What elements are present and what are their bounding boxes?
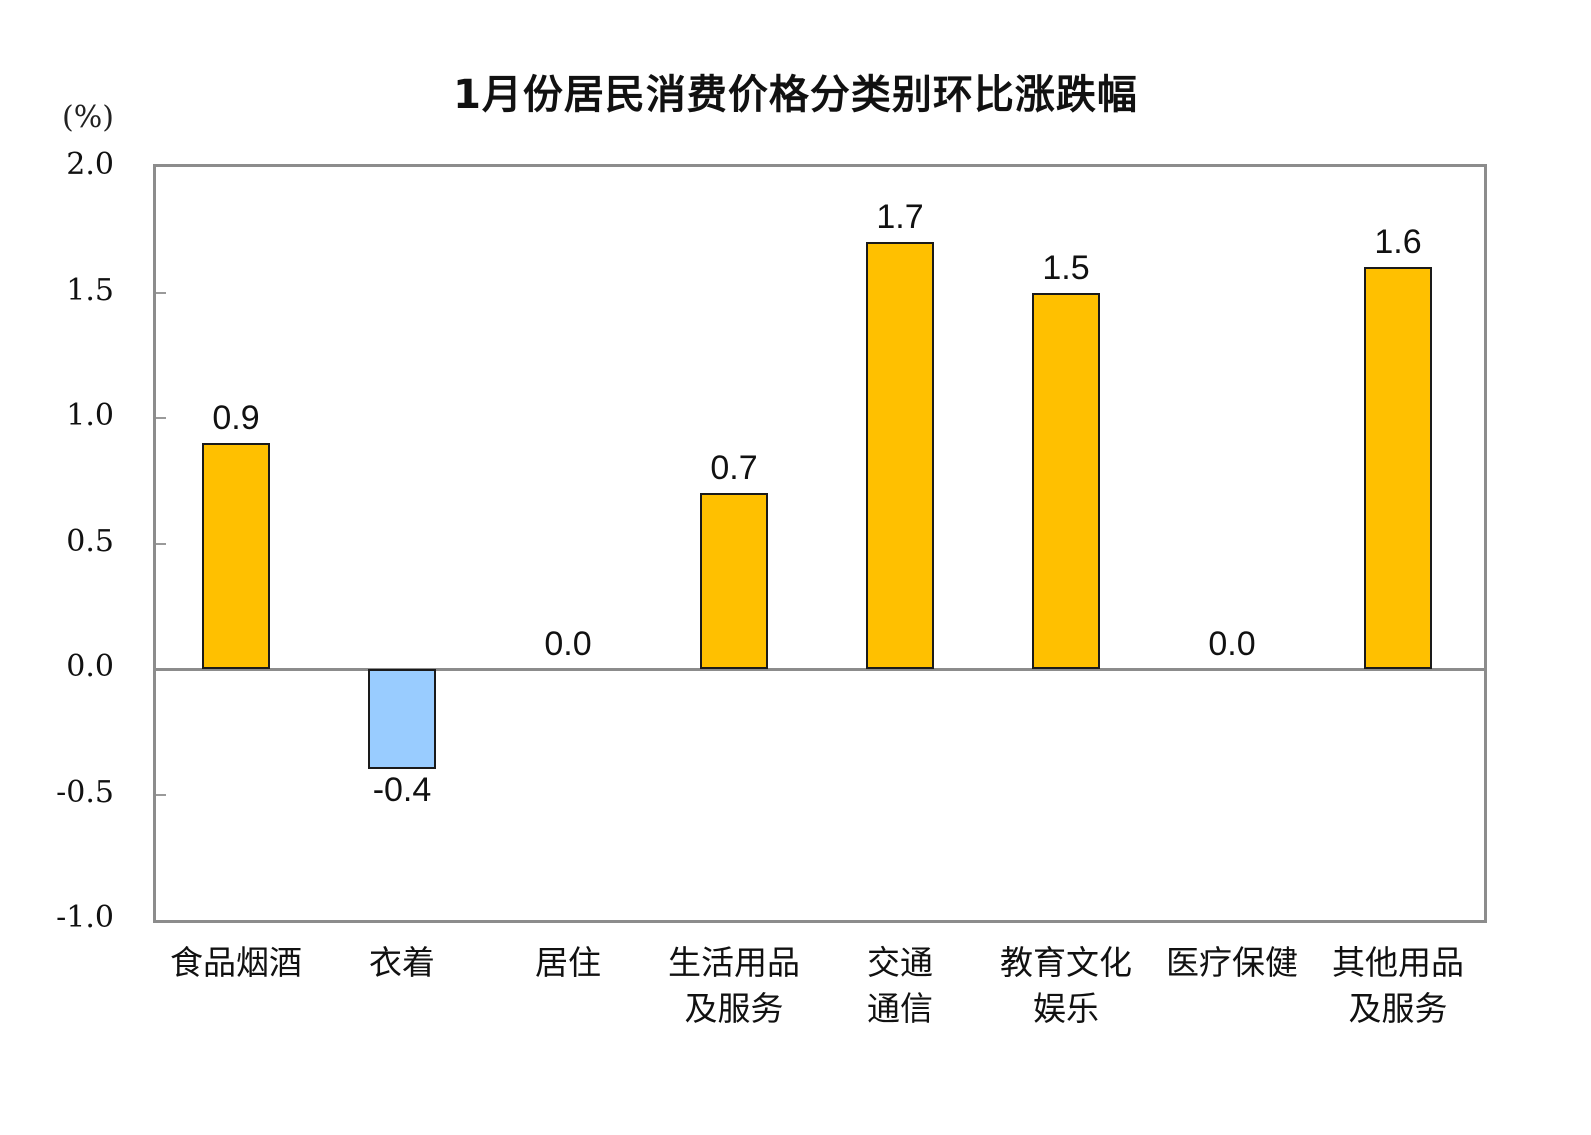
x-category-label: 居住 bbox=[483, 940, 653, 986]
bar-value-label: -0.4 bbox=[372, 771, 432, 810]
y-tick-label: 2.0 bbox=[66, 147, 114, 182]
x-category-label-line: 及服务 bbox=[1348, 989, 1448, 1028]
x-category-label-line: 娱乐 bbox=[1033, 989, 1099, 1028]
bar-value-label: 1.7 bbox=[876, 198, 924, 237]
y-axis-unit-label: (%) bbox=[62, 100, 114, 135]
bar bbox=[866, 242, 934, 669]
bar-value-label: 0.0 bbox=[544, 625, 592, 663]
bar bbox=[1364, 267, 1432, 669]
x-category-label: 教育文化 娱乐 bbox=[981, 940, 1151, 1032]
chart-title: 1月份居民消费价格分类别环比涨跌幅 bbox=[453, 72, 1138, 118]
y-tick-label: 1.5 bbox=[66, 272, 114, 308]
x-category-label: 食品烟酒 bbox=[151, 940, 321, 986]
bar-value-label: 0.9 bbox=[212, 399, 260, 438]
y-tick-label: -1.0 bbox=[56, 900, 114, 935]
y-tick-mark bbox=[156, 291, 166, 294]
x-category-label-line: 及服务 bbox=[684, 989, 784, 1028]
bar bbox=[1032, 292, 1100, 669]
y-tick-mark bbox=[156, 793, 166, 796]
x-category-label-line: 交通 bbox=[867, 943, 933, 982]
x-category-label: 衣着 bbox=[317, 940, 487, 986]
x-category-label-line: 教育文化 bbox=[1000, 943, 1132, 982]
x-category-label-line: 生活用品 bbox=[668, 943, 800, 982]
y-tick-label: 0.0 bbox=[66, 649, 114, 684]
bar-value-label: 0.0 bbox=[1208, 625, 1256, 663]
x-category-label: 医疗保健 bbox=[1147, 940, 1317, 986]
x-category-label-line: 衣着 bbox=[369, 943, 435, 982]
y-tick-label: 1.0 bbox=[66, 398, 114, 433]
x-category-label: 其他用品 及服务 bbox=[1313, 940, 1483, 1032]
x-category-label-line: 通信 bbox=[867, 989, 933, 1028]
bar bbox=[202, 443, 270, 669]
x-category-label-line: 居住 bbox=[535, 943, 601, 982]
plot-area bbox=[153, 164, 1487, 923]
y-tick-label: 0.5 bbox=[66, 523, 114, 559]
bar-value-label: 1.6 bbox=[1374, 223, 1422, 262]
x-category-label-line: 医疗保健 bbox=[1166, 943, 1298, 982]
y-tick-mark bbox=[156, 417, 166, 419]
x-category-label: 交通 通信 bbox=[815, 940, 985, 1032]
y-tick-mark bbox=[156, 542, 166, 545]
x-category-label-line: 其他用品 bbox=[1332, 943, 1464, 982]
zero-baseline bbox=[156, 668, 1484, 671]
bar bbox=[368, 669, 436, 770]
bar bbox=[700, 493, 768, 669]
bar-value-label: 0.7 bbox=[710, 449, 758, 488]
y-tick-label: -0.5 bbox=[56, 774, 114, 810]
x-category-label-line: 食品烟酒 bbox=[170, 943, 302, 982]
x-category-label: 生活用品 及服务 bbox=[649, 940, 819, 1032]
bar-value-label: 1.5 bbox=[1042, 248, 1090, 287]
